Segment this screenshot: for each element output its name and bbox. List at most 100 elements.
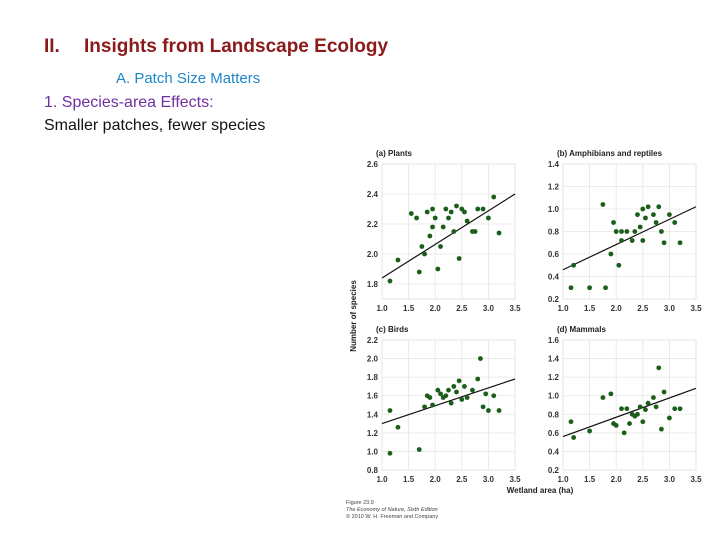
panel-title: (d) Mammals [557,325,606,334]
data-point [478,356,483,361]
x-tick-label: 3.5 [509,304,521,313]
data-point [613,229,619,234]
x-tick-label: 2.5 [637,304,649,313]
data-point [672,406,678,412]
data-point [430,206,435,212]
data-point [456,256,462,261]
data-point [446,215,451,221]
x-tick-label: 1.0 [557,475,569,484]
data-point [387,408,393,413]
x-tick-label: 1.5 [584,475,596,484]
scatter-panel-1: (a) Plants 1.8 2.0 2.2 2.4 2.6 1.0 1.5 2.0 2.5 3.0… [367,149,521,313]
data-point [656,204,662,210]
data-point [677,240,683,246]
figure-caption: Figure 23.9 The Economy of Nature, Sixth… [346,500,438,521]
y-tick-label: 0.8 [548,410,560,419]
y-tick-label: 1.0 [367,447,379,456]
y-tick-label: 2.4 [367,190,379,199]
panel-title: (b) Amphibians and reptiles [557,149,663,158]
y-tick-label: 1.8 [367,373,379,382]
x-tick-label: 2.0 [611,304,623,313]
plot-area [381,339,516,471]
plot-area [381,163,516,300]
data-point [486,215,491,221]
data-point [435,387,441,393]
data-point [608,251,614,257]
y-tick-label: 1.4 [548,355,560,364]
data-point [438,244,443,249]
data-point [659,229,664,234]
x-tick-label: 3.0 [664,304,676,313]
data-point [448,400,454,406]
y-tick-label: 2.0 [367,250,379,259]
data-point [419,244,425,249]
x-tick-label: 1.5 [584,304,596,313]
data-point [677,406,683,412]
y-tick-label: 2.2 [367,336,379,345]
data-point [624,406,630,412]
data-point [448,209,454,215]
y-tick-label: 0.6 [548,250,560,259]
x-tick-label: 2.5 [637,475,649,484]
data-point [475,206,481,212]
data-point [446,387,451,393]
x-tick-label: 1.0 [376,475,388,484]
data-point [427,395,433,400]
data-point [387,278,393,284]
caption-figure-number: Figure 23.9 [346,500,374,506]
data-point [635,212,640,218]
data-point [637,224,643,230]
data-point [653,220,659,225]
data-point [475,376,481,382]
data-point [486,408,491,413]
data-point [408,211,414,216]
data-point [587,428,592,434]
data-point [472,229,478,234]
y-axis-label: Number of species [349,280,358,352]
data-point [627,421,632,426]
data-point [496,408,502,413]
data-point [568,419,574,425]
data-point [629,238,635,243]
y-tick-label: 1.0 [548,205,560,214]
y-tick-label: 1.6 [367,392,379,401]
data-point [432,215,438,221]
data-point [491,393,497,399]
data-point [659,426,664,432]
data-point [395,424,401,430]
bullet-fewer-species: Smaller patches, fewer species [44,117,266,134]
data-point [480,206,486,212]
data-point [451,384,457,389]
x-tick-label: 3.0 [664,475,676,484]
y-tick-label: 0.4 [548,447,560,456]
trend-line [381,378,516,425]
data-point [568,285,574,291]
x-tick-label: 2.0 [430,475,442,484]
y-tick-label: 1.6 [548,336,560,345]
data-point [430,402,435,408]
data-point [443,393,449,399]
data-point [451,229,457,234]
data-point [651,395,656,400]
scatter-panel-2: (b) Amphibians and reptiles 0.2 0.4 0.6 0.8 1… [548,149,702,313]
data-point [456,378,462,384]
data-point [416,269,422,275]
y-tick-label: 1.2 [548,373,560,382]
x-axis-label: Wetland area (ha) [507,486,574,495]
data-point [661,240,667,246]
data-point [454,203,459,209]
slide-subtitle: A. Patch Size Matters [116,70,261,87]
data-point [422,404,427,410]
trend-line [381,193,516,279]
x-tick-label: 3.0 [483,304,495,313]
caption-copyright: © 2010 W. H. Freeman and Company [346,514,439,520]
y-tick-label: 1.2 [548,183,560,192]
y-tick-label: 1.2 [367,429,379,438]
data-point [667,212,672,218]
data-point [571,435,577,440]
data-point [619,406,624,412]
x-tick-label: 2.5 [456,475,468,484]
data-point [611,220,616,225]
data-point [414,215,419,221]
